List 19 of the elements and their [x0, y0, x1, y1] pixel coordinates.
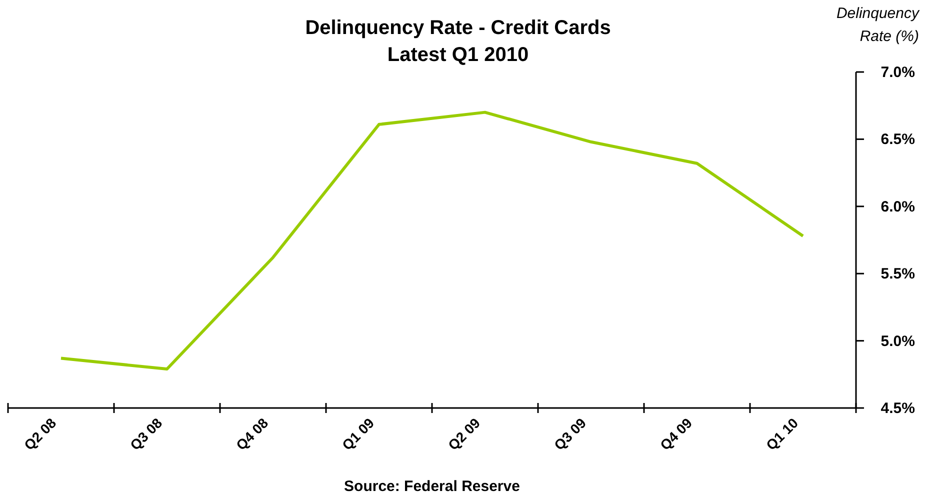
y-tick-label: 6.5%: [880, 131, 915, 148]
y-tick-label: 5.0%: [880, 332, 915, 350]
y-tick-label: 5.5%: [880, 266, 915, 283]
x-tick-label: Q4 09: [656, 414, 696, 454]
chart-subtitle: Latest Q1 2010: [387, 44, 529, 66]
x-tick-label: Q1 10: [762, 414, 802, 454]
x-tick-label: Q2 09: [444, 414, 484, 454]
line-series: [60, 110, 804, 371]
chart-title: Delinquency Rate - Credit Cards: [305, 17, 611, 39]
x-tick-label: Q1 09: [338, 414, 378, 454]
x-tick-label: Q4 08: [232, 414, 272, 454]
source-note: Source: Federal Reserve: [344, 478, 520, 495]
y-tick-label: 4.5%: [880, 400, 915, 417]
y-tick-label: 7.0%: [880, 64, 915, 81]
x-tick-label: Q2 08: [20, 414, 60, 454]
x-tick-label: Q3 09: [550, 414, 590, 454]
x-tick-label: Q3 08: [126, 414, 166, 454]
y-axis-title: Delinquency Rate (%): [836, 5, 920, 45]
y-tick-label: 6.0%: [880, 198, 915, 216]
